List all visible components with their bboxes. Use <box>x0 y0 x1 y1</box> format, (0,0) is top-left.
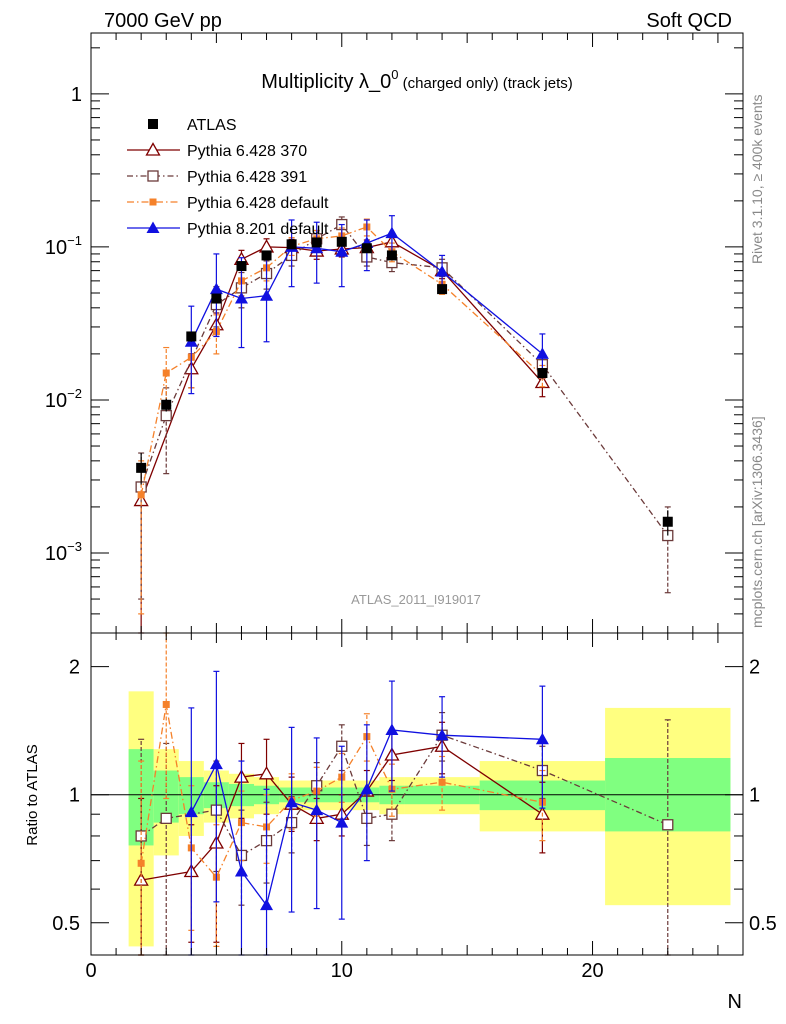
legend-label-py6_370: Pythia 6.428 370 <box>187 143 307 160</box>
main-point-py6_default-0 <box>137 491 145 499</box>
ratio-ytick-label-right-1: 1 <box>749 785 760 807</box>
axis-tick-labels: 110−110−210−30.5 0.51 12 20 10 20 <box>45 84 777 982</box>
main-point-atlas-0 <box>136 462 147 473</box>
main-point-atlas-1 <box>161 399 172 410</box>
ratio-ytick-label-left-1: 1 <box>69 785 80 807</box>
legend-marker-py6_391 <box>147 170 159 182</box>
main-point-atlas-5 <box>261 250 272 261</box>
ratio-point-py8-1 <box>209 757 223 770</box>
legend-marker-py8 <box>146 221 160 233</box>
main-ytick-label-1: 10−1 <box>45 233 82 259</box>
main-line-py6_370 <box>140 241 543 501</box>
ratio-ytick-label-left-0: 0.5 <box>52 913 80 935</box>
ratio-series-py8 <box>184 670 549 956</box>
main-point-atlas-13 <box>662 516 673 527</box>
analysis-id: ATLAS_2011_I919017 <box>351 592 481 607</box>
main-point-py8-8 <box>385 226 399 239</box>
ratio-point-py6_default-0 <box>137 859 145 867</box>
main-point-py6_default-1 <box>162 369 170 377</box>
ratio-point-py8-7 <box>360 782 374 795</box>
main-point-py6_370-4 <box>258 239 275 253</box>
legend-marker-atlas <box>148 119 158 129</box>
header-right: Soft QCD <box>646 10 732 32</box>
main-point-py6_391-1 <box>160 409 172 422</box>
main-point-atlas-4 <box>236 261 247 272</box>
main-ytick-label-3: 10−3 <box>45 539 82 565</box>
legend: ATLAS Pythia 6.428 370 Pythia 6.428 391 Pyt… <box>127 117 329 238</box>
x-axis-label: N <box>728 991 742 1013</box>
legend-label-py8: Pythia 8.201 default <box>187 221 329 238</box>
legend-label-py6_default: Pythia 6.428 default <box>187 195 329 212</box>
ratio-point-py8-4 <box>285 795 299 808</box>
main-point-py8-10 <box>535 347 549 359</box>
main-point-atlas-7 <box>311 237 322 248</box>
ratio-point-py8-0 <box>184 805 198 818</box>
main-point-atlas-3 <box>211 293 222 304</box>
xtick-label-2: 20 <box>581 960 603 982</box>
main-point-py8-9 <box>435 265 449 277</box>
ratio-y-axis-label: Ratio to ATLAS <box>24 744 41 845</box>
ratio-point-py8-2 <box>234 864 248 877</box>
main-point-atlas-8 <box>336 236 347 247</box>
ratio-point-py6_default-11 <box>438 778 446 786</box>
chart-title: Multiplicity λ_00 (charged only) (track … <box>261 67 573 93</box>
main-point-atlas-10 <box>386 250 397 261</box>
main-ytick-label-exp-1: −1 <box>67 233 82 248</box>
main-series-py8 <box>184 215 549 395</box>
legend-label-atlas: ATLAS <box>187 117 237 134</box>
main-series-py6_370 <box>133 233 550 634</box>
ratio-ytick-label-left-2: 2 <box>69 657 80 679</box>
main-point-py8-1 <box>209 282 223 295</box>
ratio-ytick-label-right-2: 2 <box>749 657 760 679</box>
main-point-atlas-2 <box>186 331 197 342</box>
ratio-bands <box>128 691 731 947</box>
ratio-point-py8-10 <box>535 732 549 745</box>
legend-marker-py6_370 <box>145 142 161 156</box>
main-point-atlas-6 <box>286 239 297 250</box>
main-series-atlas <box>136 236 673 536</box>
main-point-py8-3 <box>260 289 274 301</box>
ratio-point-py8-8 <box>385 723 399 735</box>
main-point-py8-6 <box>335 245 349 257</box>
series-layer <box>133 215 674 956</box>
ratio-point-py6_default-1 <box>162 700 170 708</box>
ratio-point-py6_391-12 <box>662 819 674 831</box>
side-label-mcplots: mcplots.cern.ch [arXiv:1306.3436] <box>749 416 765 628</box>
side-label-rivet: Rivet 3.1.10, ≥ 400k events <box>749 94 765 264</box>
ratio-point-py6_391-1 <box>160 812 172 825</box>
ratio-point-py8-9 <box>435 728 449 741</box>
legend-marker-py6_default <box>149 198 157 206</box>
xtick-label-0: 0 <box>85 960 96 982</box>
main-ytick-label-base-3: 10 <box>45 543 67 565</box>
ratio-point-py8-6 <box>335 816 349 828</box>
chart-title-rest: (charged only) (track jets) <box>399 75 573 92</box>
main-point-py8-2 <box>234 292 248 304</box>
main-point-atlas-11 <box>437 284 448 295</box>
ratio-point-py6_370-4 <box>258 765 275 780</box>
ratio-ytick-label-right-0: 0.5 <box>749 913 777 935</box>
main-ytick-label-exp-3: −3 <box>67 539 82 554</box>
ratio-point-py8-5 <box>310 803 324 816</box>
main-ytick-label-2: 10−2 <box>45 386 82 412</box>
axis-ticks <box>90 33 744 955</box>
main-point-py8-5 <box>310 241 324 254</box>
main-ytick-label-base-1: 10 <box>45 237 67 259</box>
chart-title-superscript: 0 <box>391 67 398 82</box>
chart-title-main: Multiplicity λ_0 <box>261 71 391 93</box>
main-line-py6_391 <box>140 223 669 536</box>
main-ytick-label-0: 1 <box>71 84 82 106</box>
legend-label-py6_391: Pythia 6.428 391 <box>187 169 307 186</box>
main-ytick-label-base-2: 10 <box>45 390 67 412</box>
ratio-point-py8-3 <box>260 898 274 911</box>
main-point-py6_370-11 <box>534 374 550 389</box>
main-point-atlas-12 <box>537 368 548 379</box>
header-left: 7000 GeV pp <box>104 10 222 32</box>
main-ytick-label-exp-2: −2 <box>67 386 82 401</box>
main-point-atlas-9 <box>361 243 372 254</box>
xtick-label-1: 10 <box>331 960 353 982</box>
